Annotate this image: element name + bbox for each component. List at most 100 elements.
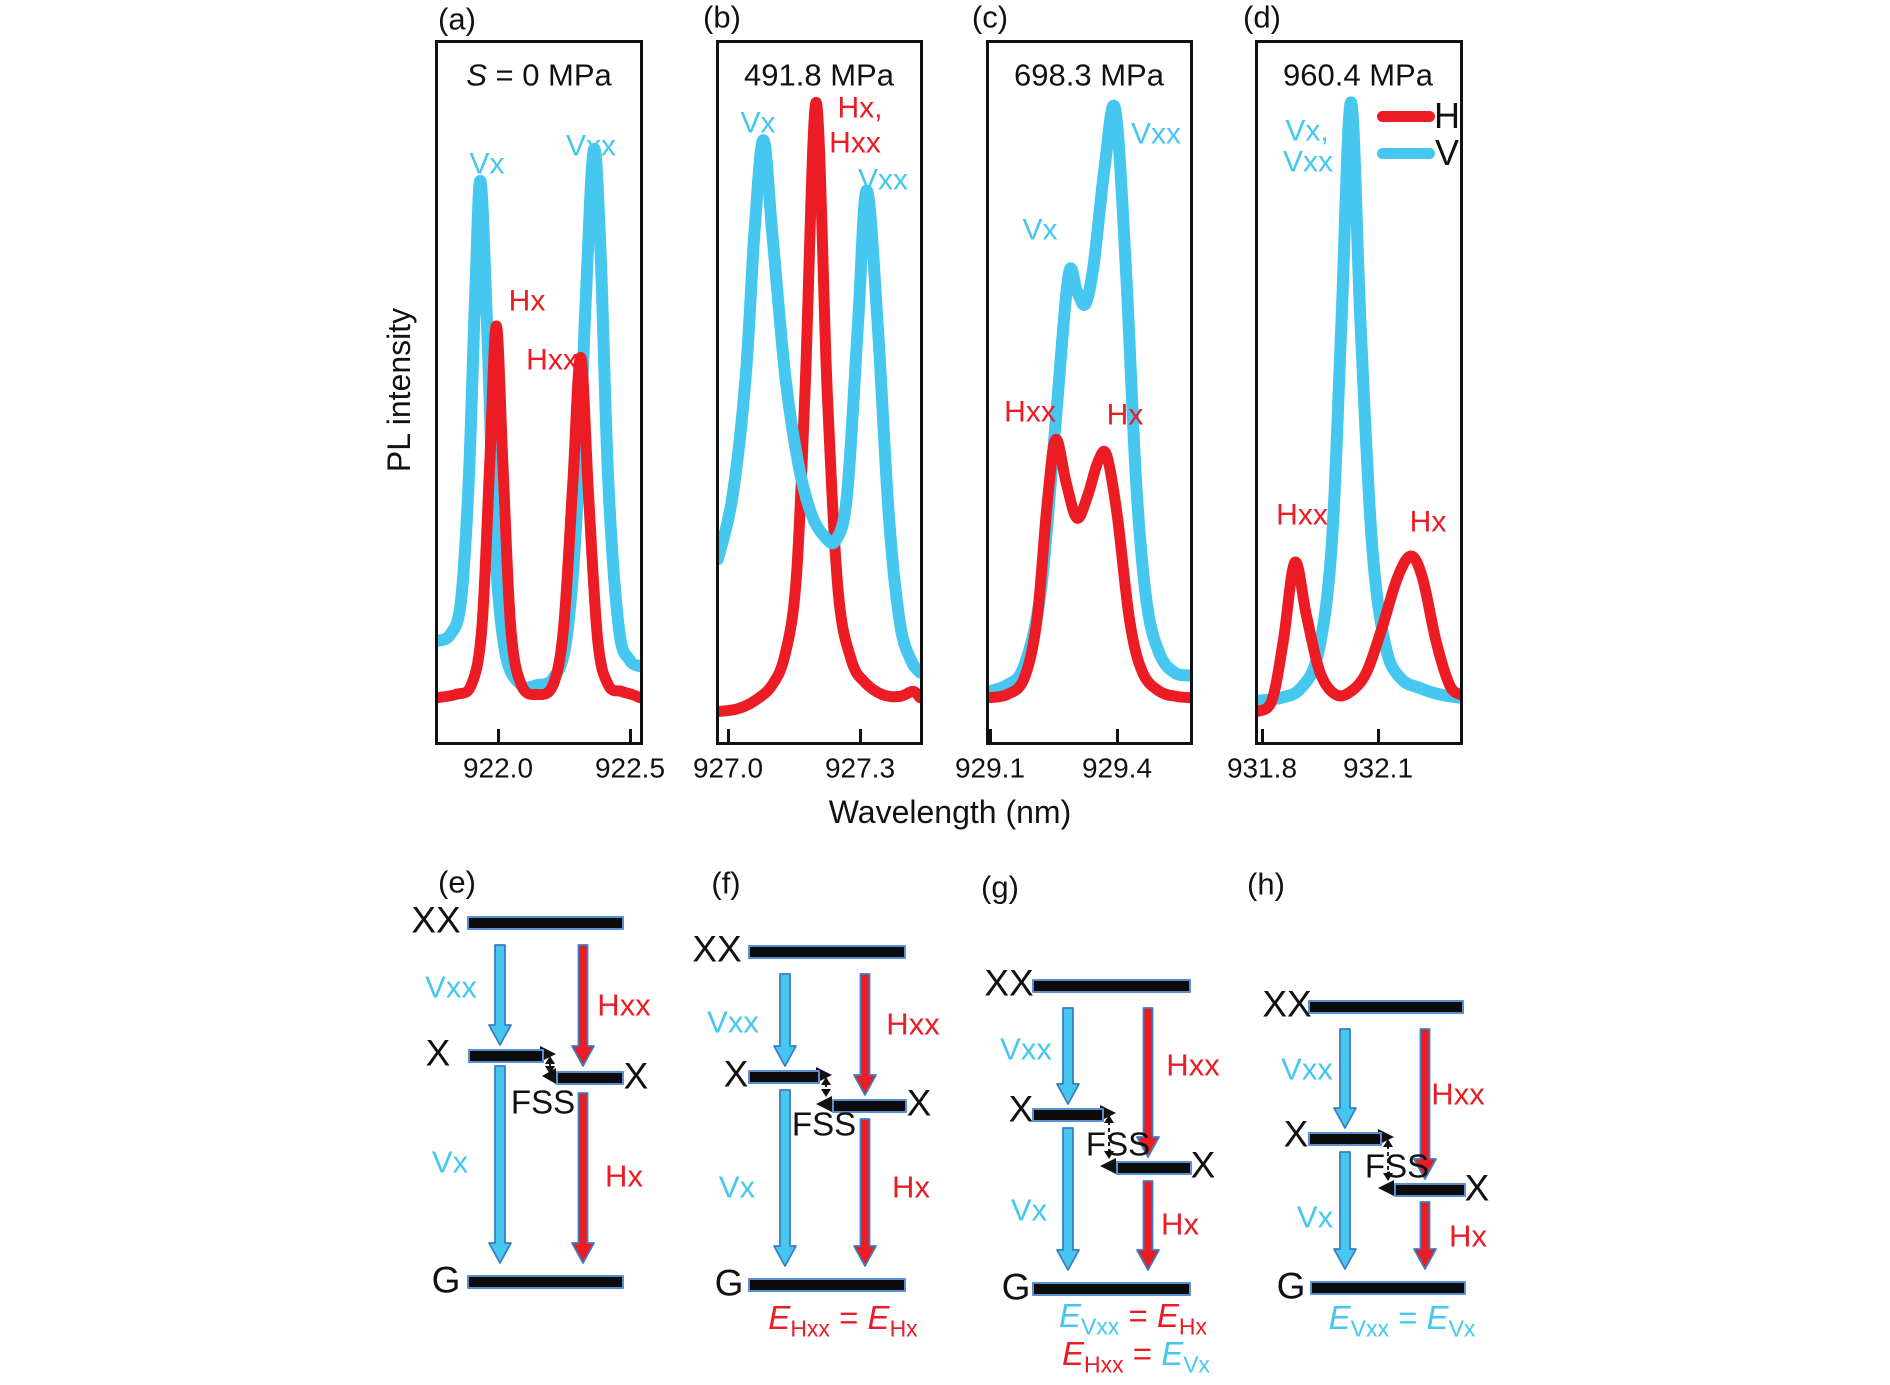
- level-g-f: [748, 1278, 906, 1292]
- level-xx-f: [748, 945, 906, 959]
- panel-letter-b: (b): [703, 0, 741, 35]
- panel-title-c: 698.3 MPa: [1014, 57, 1164, 93]
- fss-label-f: FSS: [791, 1105, 857, 1143]
- x-axis-label: Wavelength (nm): [828, 794, 1072, 831]
- level-label-x-right-g: X: [1190, 1144, 1216, 1186]
- transition-label-vxx-e: Vxx: [425, 969, 477, 1005]
- peak-label-vxx-a: Vxx: [565, 129, 617, 163]
- transition-label-hx-f: Hx: [892, 1169, 930, 1205]
- level-label-x-left-g: X: [1008, 1088, 1034, 1130]
- tick-label-d1: 931.8: [1226, 752, 1298, 784]
- fss-label-g: FSS: [1085, 1125, 1151, 1163]
- level-x-right-f: [832, 1099, 907, 1113]
- tick-c2: [1116, 729, 1119, 742]
- peak-label-hxx-a: Hxx: [526, 343, 578, 377]
- panel-title-b: 491.8 MPa: [744, 57, 894, 93]
- panel-letter-c: (c): [971, 0, 1009, 35]
- equation-g1: EVxx = EHx: [1058, 1297, 1208, 1340]
- y-axis-label: PL intensity: [381, 307, 418, 473]
- peak-label-hxx-b: Hxx: [829, 126, 881, 160]
- equation-g2: EHxx = EVx: [1061, 1335, 1211, 1378]
- transition-label-vx-f: Vx: [718, 1169, 756, 1205]
- diagram-letter-f: (f): [711, 865, 741, 901]
- level-label-x-right-e: X: [623, 1055, 649, 1097]
- peak-label-vx-b: Vx: [740, 106, 776, 140]
- panel-letter-a: (a): [438, 1, 476, 37]
- level-g-e: [467, 1275, 624, 1289]
- peak-label-hxx-d: Hxx: [1276, 498, 1328, 532]
- tick-label-c1: 929.1: [954, 752, 1026, 784]
- transition-label-hxx-g: Hxx: [1166, 1047, 1220, 1083]
- transition-label-vxx-f: Vxx: [707, 1004, 759, 1040]
- level-x-left-f: [748, 1070, 820, 1084]
- level-x-left-h: [1308, 1132, 1382, 1146]
- level-label-x-right-h: X: [1464, 1167, 1490, 1209]
- tick-label-c2: 929.4: [1081, 752, 1153, 784]
- tick-a1: [497, 729, 500, 742]
- transition-label-hxx-h: Hxx: [1431, 1076, 1485, 1112]
- equation-f: EHxx = EHx: [768, 1299, 918, 1342]
- peak-label-hx-a: Hx: [508, 284, 546, 318]
- level-label-xx-g: XX: [984, 962, 1034, 1004]
- peak-label-vxx-b: Vxx: [857, 163, 909, 197]
- level-x-left-g: [1032, 1108, 1104, 1122]
- level-label-g-f: G: [714, 1262, 744, 1304]
- peak-label-hx-d: Hx: [1409, 505, 1447, 539]
- level-label-g-e: G: [431, 1259, 461, 1301]
- peak-label-vx-d: Vx,: [1285, 114, 1329, 148]
- level-label-g-h: G: [1276, 1265, 1306, 1307]
- level-label-x-left-h: X: [1283, 1113, 1309, 1155]
- tick-d1: [1261, 729, 1264, 742]
- transition-label-hxx-e: Hxx: [597, 987, 651, 1023]
- level-g-g: [1032, 1282, 1191, 1296]
- level-xx-e: [467, 916, 624, 930]
- level-x-right-g: [1116, 1161, 1192, 1175]
- peak-label-hxx-c: Hxx: [1004, 395, 1056, 429]
- level-label-x-right-f: X: [906, 1082, 932, 1124]
- tick-c1: [989, 729, 992, 742]
- legend-h-line: [1377, 111, 1435, 122]
- level-label-xx-e: XX: [411, 899, 461, 941]
- transition-label-vx-h: Vx: [1296, 1199, 1334, 1235]
- peak-label-vxx-d: Vxx: [1282, 145, 1334, 179]
- fss-label-h: FSS: [1364, 1147, 1430, 1185]
- peak-label-hx-b: Hx,: [837, 91, 883, 125]
- tick-label-a2: 922.5: [594, 752, 666, 784]
- peak-label-hx-c: Hx: [1106, 398, 1144, 432]
- level-label-xx-h: XX: [1262, 983, 1312, 1025]
- level-label-g-g: G: [1001, 1266, 1031, 1308]
- tick-b1: [727, 729, 730, 742]
- transition-label-hxx-f: Hxx: [886, 1006, 940, 1042]
- transition-label-vxx-h: Vxx: [1281, 1051, 1333, 1087]
- diagram-letter-e: (e): [438, 864, 476, 900]
- diagram-letter-h: (h): [1247, 866, 1285, 902]
- level-xx-h: [1308, 1000, 1464, 1014]
- level-x-right-e: [556, 1071, 624, 1085]
- transition-label-vx-e: Vx: [431, 1144, 469, 1180]
- legend-h-label: H: [1434, 95, 1460, 137]
- level-x-right-h: [1394, 1183, 1466, 1197]
- fss-label-e: FSS: [510, 1083, 576, 1121]
- tick-d2: [1377, 729, 1380, 742]
- equation-h: EVxx = EVx: [1328, 1299, 1476, 1342]
- stress-value: = 0 MPa: [486, 57, 612, 93]
- peak-label-vxx-c: Vxx: [1130, 117, 1182, 151]
- tick-label-b2: 927.3: [824, 752, 896, 784]
- diagram-letter-g: (g): [981, 869, 1019, 905]
- legend-v-line: [1377, 148, 1435, 159]
- stress-symbol: S: [466, 57, 487, 93]
- transition-label-hx-h: Hx: [1449, 1218, 1487, 1254]
- tick-label-d2: 932.1: [1342, 752, 1414, 784]
- tick-a2: [629, 729, 632, 742]
- tick-b2: [859, 729, 862, 742]
- transition-label-hx-g: Hx: [1161, 1206, 1199, 1242]
- level-xx-g: [1032, 979, 1191, 993]
- level-label-x-left-e: X: [425, 1032, 451, 1074]
- tick-label-a1: 922.0: [462, 752, 534, 784]
- level-x-left-e: [468, 1049, 544, 1063]
- level-label-xx-f: XX: [692, 928, 742, 970]
- level-label-x-left-f: X: [723, 1053, 749, 1095]
- level-g-h: [1310, 1281, 1466, 1295]
